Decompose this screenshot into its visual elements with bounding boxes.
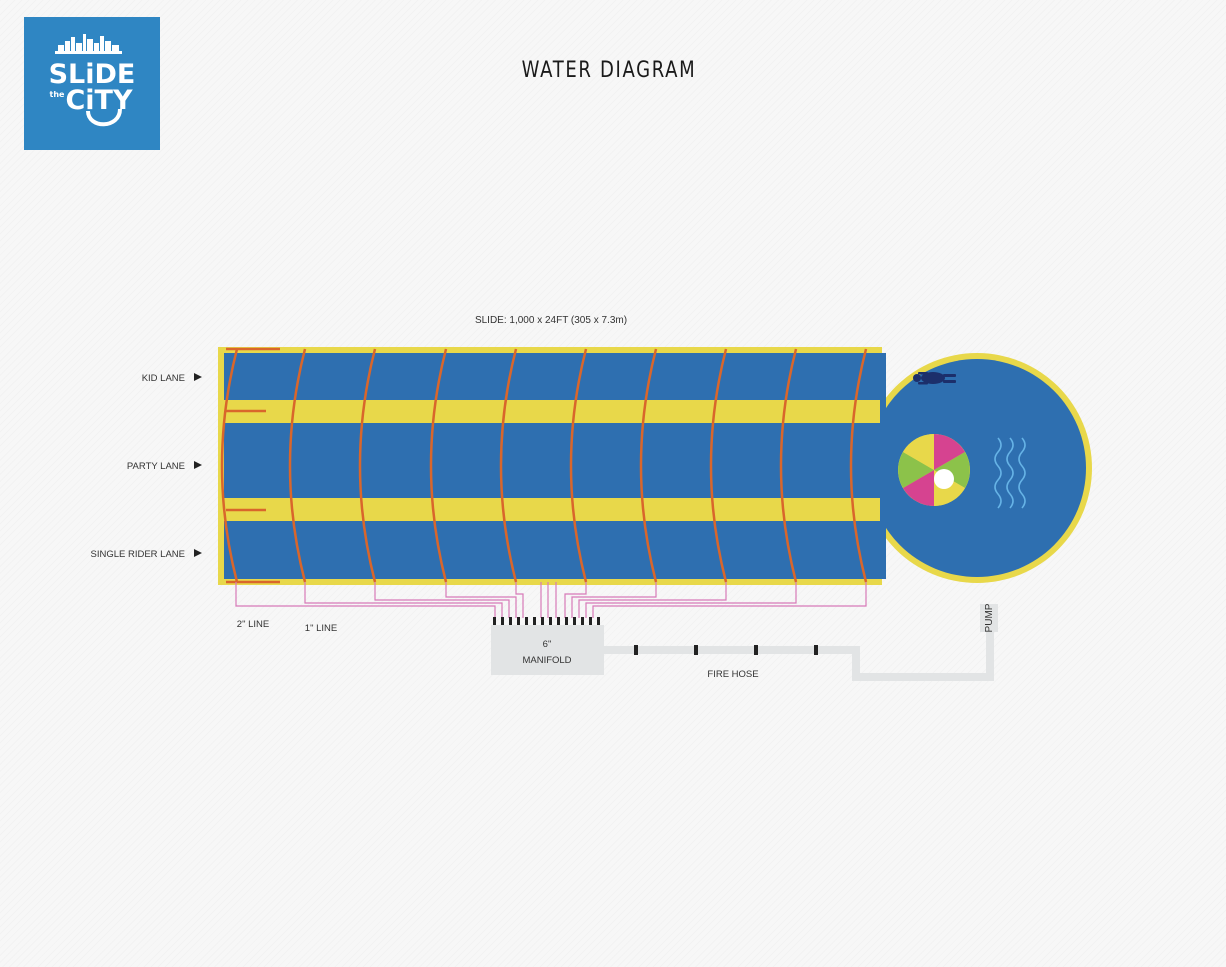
- valve: [549, 617, 552, 625]
- sprinkler-line: [220, 348, 239, 583]
- slide-surface: [224, 353, 886, 579]
- lane-divider-top: [224, 400, 880, 423]
- manifold-valves: [493, 617, 600, 625]
- sprinkler-line: [639, 348, 658, 583]
- triangle-right-icon: [194, 461, 202, 469]
- supply-line: [592, 582, 867, 618]
- manifold-box: [491, 625, 604, 675]
- supply-line: [585, 582, 797, 618]
- valve: [541, 617, 544, 625]
- logo-swoosh-icon: [86, 108, 122, 127]
- valve: [501, 617, 504, 625]
- valve: [581, 617, 584, 625]
- lane-labels: KID LANE PARTY LANE SINGLE RIDER LANE: [91, 373, 202, 560]
- logo-graphic: SLiDE the CiTY: [49, 34, 136, 127]
- sprinkler-line: [569, 348, 588, 583]
- manifold-size-label: 6": [543, 639, 552, 650]
- fire-hose-path: [604, 628, 994, 681]
- lane-label-party: PARTY LANE: [127, 461, 185, 472]
- line-2in-label: 2" LINE: [237, 619, 269, 630]
- hose-coupling: [754, 645, 758, 655]
- hose-couplings: [634, 645, 818, 655]
- pump-label: PUMP: [984, 603, 995, 632]
- logo-word-slide: SLiDE: [49, 59, 136, 90]
- skyline-icon: [55, 34, 122, 54]
- pump-box: [980, 604, 998, 632]
- valve: [573, 617, 576, 625]
- sprinkler-line: [288, 348, 307, 583]
- line-1in-label: 1" LINE: [305, 623, 337, 634]
- valve: [589, 617, 592, 625]
- sprinkler-line: [499, 348, 518, 583]
- hose-coupling: [694, 645, 698, 655]
- supply-line-2in: [235, 582, 496, 618]
- lane-label-single-rider: SINGLE RIDER LANE: [91, 549, 186, 560]
- sprinkler-line: [779, 348, 798, 583]
- valve: [557, 617, 560, 625]
- sprinkler-line: [429, 348, 448, 583]
- supply-line: [515, 582, 524, 618]
- valve: [533, 617, 536, 625]
- triangle-right-icon: [194, 549, 202, 557]
- lane-divider-bottom: [224, 498, 880, 521]
- supply-line: [304, 582, 503, 618]
- logo-word-the: the: [50, 90, 66, 99]
- page-title: WATER DIAGRAM: [521, 58, 697, 83]
- fire-hose-label: FIRE HOSE: [707, 669, 758, 680]
- supply-line: [374, 582, 510, 618]
- valve: [525, 617, 528, 625]
- valve: [493, 617, 496, 625]
- supply-line: [564, 582, 587, 618]
- fire-hose: [604, 628, 994, 681]
- valve: [565, 617, 568, 625]
- sprinkler-lines: [220, 347, 868, 584]
- supply-line: [571, 582, 657, 618]
- sprinkler-line: [358, 348, 377, 583]
- hose-coupling: [634, 645, 638, 655]
- valve: [517, 617, 520, 625]
- slide-the-city-logo: SLiDE the CiTY: [24, 17, 160, 150]
- supply-line: [445, 582, 517, 618]
- sprinkler-line: [849, 348, 868, 583]
- valve: [597, 617, 600, 625]
- lane-label-kid: KID LANE: [142, 373, 185, 384]
- manifold-label: MANIFOLD: [522, 655, 571, 666]
- slide-dimensions-label: SLIDE: 1,000 x 24FT (305 x 7.3m): [475, 315, 627, 326]
- waves-icon: [994, 437, 1026, 509]
- splash-pool: [868, 359, 1086, 577]
- supply-line: [578, 582, 727, 618]
- beach-ball-icon: [898, 434, 970, 506]
- sprinkler-line: [709, 348, 728, 583]
- valve: [509, 617, 512, 625]
- supply-lines: [235, 582, 867, 618]
- hose-coupling: [814, 645, 818, 655]
- swimmer-icon: [913, 372, 956, 385]
- triangle-right-icon: [194, 373, 202, 381]
